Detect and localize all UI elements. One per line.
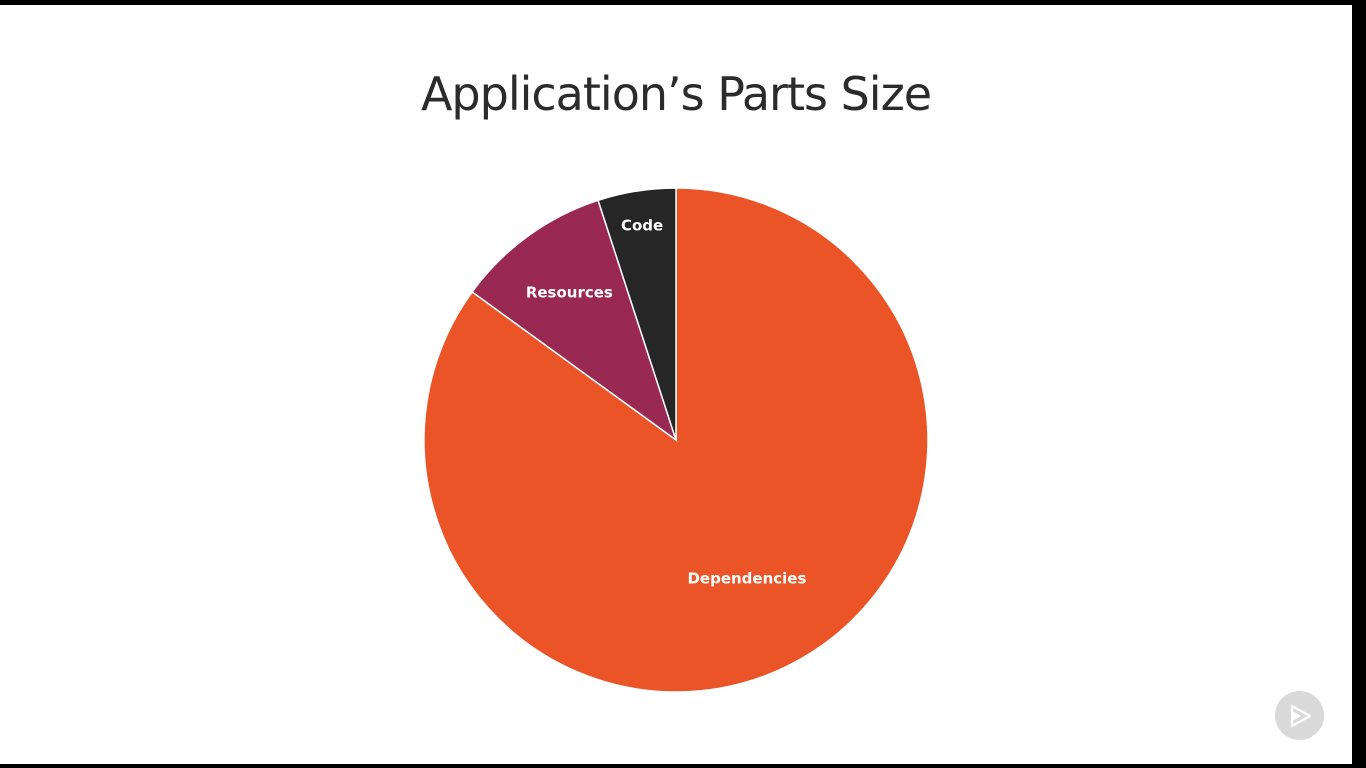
pie-labels: Dependencies Resources Code <box>526 216 807 587</box>
pie-slice-resources <box>471 199 678 442</box>
pie-chart: Dependencies Resources Code <box>423 187 929 693</box>
play-logo-button[interactable] <box>1275 691 1324 740</box>
pie-label-resources: Resources <box>526 284 613 302</box>
pie-slice-code <box>597 187 677 441</box>
pie-label-code: Code <box>621 216 663 234</box>
pie-slices <box>423 187 929 693</box>
slide: Application’s Parts Size Dependencies Res… <box>0 5 1352 764</box>
play-logo-icon <box>1290 704 1311 727</box>
slide-title: Application’s Parts Size <box>420 67 932 121</box>
pie-label-dependencies: Dependencies <box>687 570 806 588</box>
